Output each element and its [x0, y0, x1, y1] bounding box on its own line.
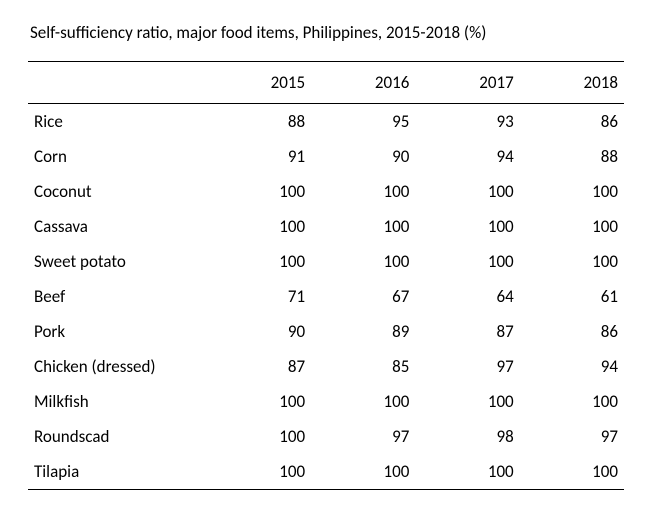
data-table: 2015 2016 2017 2018 Rice88959386Corn9190…: [28, 61, 624, 490]
cell-value: 87: [207, 349, 311, 384]
col-header: 2015: [207, 62, 311, 104]
cell-value: 100: [207, 244, 311, 279]
row-label: Roundscad: [28, 419, 207, 454]
table-row: Cassava100100100100: [28, 209, 624, 244]
cell-value: 95: [311, 104, 415, 140]
cell-value: 100: [311, 454, 415, 490]
cell-value: 100: [207, 419, 311, 454]
cell-value: 88: [207, 104, 311, 140]
cell-value: 100: [520, 174, 624, 209]
table-row: Tilapia100100100100: [28, 454, 624, 490]
table-row: Coconut100100100100: [28, 174, 624, 209]
table-row: Roundscad100979897: [28, 419, 624, 454]
cell-value: 100: [207, 454, 311, 490]
cell-value: 100: [520, 454, 624, 490]
cell-value: 94: [520, 349, 624, 384]
row-label: Pork: [28, 314, 207, 349]
cell-value: 100: [520, 244, 624, 279]
table-row: Beef71676461: [28, 279, 624, 314]
col-header: 2017: [415, 62, 519, 104]
table-row: Chicken (dressed)87859794: [28, 349, 624, 384]
cell-value: 100: [520, 209, 624, 244]
cell-value: 100: [415, 384, 519, 419]
table-figure: { "table": { "type": "table", "title": "…: [0, 0, 652, 506]
table-row: Pork90898786: [28, 314, 624, 349]
row-label: Rice: [28, 104, 207, 140]
cell-value: 89: [311, 314, 415, 349]
cell-value: 100: [207, 384, 311, 419]
row-label: Beef: [28, 279, 207, 314]
cell-value: 97: [311, 419, 415, 454]
row-label: Milkfish: [28, 384, 207, 419]
cell-value: 88: [520, 139, 624, 174]
cell-value: 86: [520, 104, 624, 140]
row-label: Corn: [28, 139, 207, 174]
cell-value: 100: [207, 209, 311, 244]
cell-value: 85: [311, 349, 415, 384]
cell-value: 67: [311, 279, 415, 314]
cell-value: 100: [415, 454, 519, 490]
table-row: Corn91909488: [28, 139, 624, 174]
cell-value: 86: [520, 314, 624, 349]
table-row: Sweet potato100100100100: [28, 244, 624, 279]
cell-value: 94: [415, 139, 519, 174]
cell-value: 100: [415, 244, 519, 279]
cell-value: 71: [207, 279, 311, 314]
cell-value: 97: [415, 349, 519, 384]
cell-value: 100: [415, 174, 519, 209]
table-row: Milkfish100100100100: [28, 384, 624, 419]
cell-value: 100: [207, 174, 311, 209]
cell-value: 100: [311, 384, 415, 419]
table-row: Rice88959386: [28, 104, 624, 140]
table-title: Self-sufficiency ratio, major food items…: [30, 22, 624, 43]
cell-value: 100: [311, 244, 415, 279]
cell-value: 90: [311, 139, 415, 174]
cell-value: 93: [415, 104, 519, 140]
row-label: Tilapia: [28, 454, 207, 490]
cell-value: 64: [415, 279, 519, 314]
cell-value: 61: [520, 279, 624, 314]
row-label: Cassava: [28, 209, 207, 244]
row-label: Coconut: [28, 174, 207, 209]
cell-value: 100: [311, 174, 415, 209]
col-header: [28, 62, 207, 104]
row-label: Chicken (dressed): [28, 349, 207, 384]
cell-value: 87: [415, 314, 519, 349]
table-body: Rice88959386Corn91909488Coconut100100100…: [28, 104, 624, 490]
cell-value: 100: [520, 384, 624, 419]
col-header: 2018: [520, 62, 624, 104]
row-label: Sweet potato: [28, 244, 207, 279]
col-header: 2016: [311, 62, 415, 104]
cell-value: 100: [415, 209, 519, 244]
cell-value: 100: [311, 209, 415, 244]
cell-value: 90: [207, 314, 311, 349]
cell-value: 98: [415, 419, 519, 454]
cell-value: 97: [520, 419, 624, 454]
table-header: 2015 2016 2017 2018: [28, 62, 624, 104]
cell-value: 91: [207, 139, 311, 174]
